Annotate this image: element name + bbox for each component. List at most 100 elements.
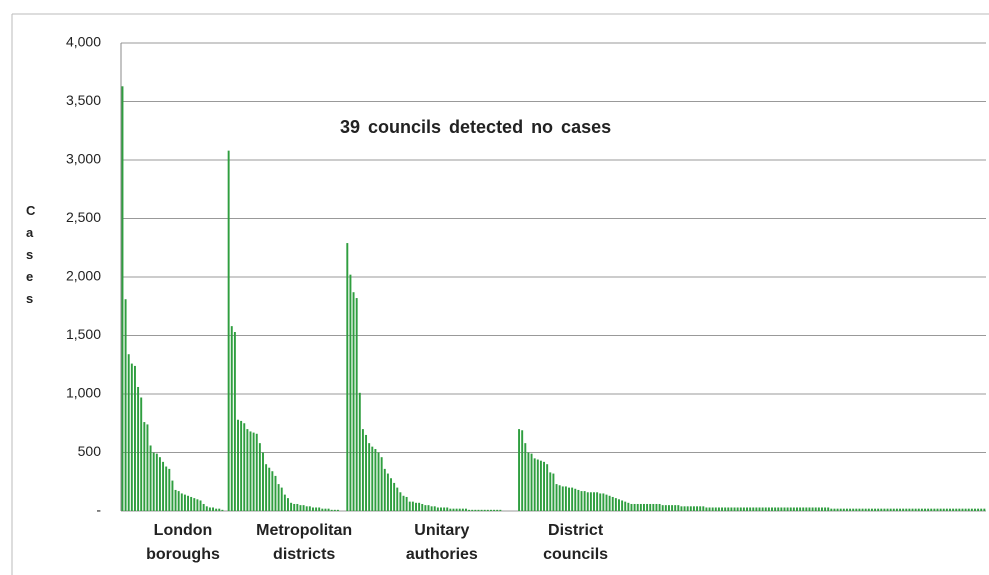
bar (852, 508, 855, 511)
bar (165, 466, 168, 511)
bar (305, 506, 308, 511)
bar (949, 508, 951, 511)
bar (692, 506, 695, 511)
bar (895, 508, 898, 511)
bar (708, 507, 711, 511)
bar (727, 507, 730, 511)
bar (639, 503, 642, 511)
bar (936, 508, 939, 511)
bar (861, 508, 864, 511)
bar (427, 505, 430, 511)
bar (458, 508, 461, 511)
bar (833, 508, 836, 511)
bar (355, 298, 358, 511)
bar (386, 473, 389, 511)
bar (717, 507, 720, 511)
bar (405, 496, 408, 511)
bar (208, 507, 211, 511)
bar (674, 505, 677, 511)
bar (443, 507, 446, 511)
bar (789, 507, 792, 511)
bar (677, 505, 680, 511)
bar (486, 509, 489, 511)
bar (583, 491, 586, 511)
bar (564, 486, 567, 511)
bar (127, 354, 130, 511)
bar (777, 507, 780, 511)
bar (655, 503, 658, 511)
y-tick-label: 1,000 (66, 385, 101, 401)
bar (680, 506, 683, 511)
bar (899, 508, 901, 511)
bar (233, 331, 236, 511)
bar (265, 464, 268, 511)
bar (137, 386, 140, 511)
bar (858, 508, 861, 511)
bar (933, 508, 936, 511)
bar (733, 507, 736, 511)
annotation: 39 councils detected no cases (340, 117, 612, 137)
bar (886, 508, 889, 511)
bar (474, 509, 477, 511)
bar (533, 458, 536, 511)
bar (836, 508, 839, 511)
group-label: Metropolitan districts (256, 522, 353, 563)
bar (268, 467, 271, 511)
bar (786, 507, 789, 511)
bar (764, 507, 767, 511)
bar (974, 508, 976, 511)
bar (905, 508, 908, 511)
bar (430, 506, 433, 511)
bar (796, 507, 798, 511)
bar (183, 494, 186, 511)
bar (452, 508, 455, 511)
bar (977, 508, 980, 511)
bar (792, 507, 795, 511)
y-tick-label: 3,000 (66, 151, 101, 167)
bar (867, 508, 870, 511)
bar (346, 243, 349, 511)
bar (574, 488, 577, 511)
bar (980, 508, 983, 511)
bar (561, 486, 564, 511)
bar (424, 505, 427, 511)
bar (730, 507, 733, 511)
bar (808, 507, 811, 511)
bar (302, 505, 305, 511)
bar (611, 496, 614, 511)
bar (418, 502, 421, 511)
bar (546, 464, 549, 511)
bar (215, 508, 218, 511)
bar (277, 484, 280, 511)
bar (308, 506, 311, 511)
bar (577, 489, 580, 511)
bar (377, 452, 380, 511)
bar (667, 505, 670, 511)
bar (402, 495, 405, 511)
bar (330, 509, 333, 511)
bar (171, 480, 174, 511)
bar (755, 507, 758, 511)
bar (855, 508, 858, 511)
bar (271, 471, 274, 511)
bar (283, 494, 286, 511)
bar (820, 507, 823, 511)
bar (671, 505, 674, 511)
bar (455, 508, 458, 511)
bar (299, 505, 302, 511)
y-tick-label: 3,500 (66, 92, 101, 108)
bar (780, 507, 783, 511)
bar (483, 509, 486, 511)
y-tick-label: 2,500 (66, 209, 101, 225)
bar (349, 274, 352, 511)
bar (864, 508, 867, 511)
bar (180, 493, 183, 511)
group-label: Unitary authories (405, 522, 478, 563)
bar (917, 508, 920, 511)
bar (924, 508, 926, 511)
bar (892, 508, 895, 511)
bar (499, 509, 502, 511)
bar (368, 443, 371, 511)
bar (352, 292, 355, 511)
